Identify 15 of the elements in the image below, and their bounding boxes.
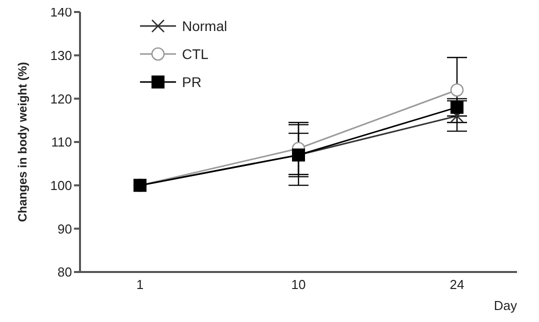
x-tick-label: 1 xyxy=(136,277,144,292)
x-axis-title: Day xyxy=(494,298,518,313)
y-tick-label: 80 xyxy=(58,264,72,280)
legend-label: CTL xyxy=(182,46,209,62)
y-tick-label: 90 xyxy=(58,221,72,236)
y-tick-label: 130 xyxy=(50,48,72,63)
y-tick-label: 100 xyxy=(50,178,72,193)
y-tick-label: 110 xyxy=(51,134,72,150)
legend-label: Normal xyxy=(182,18,228,34)
y-axis-title: Changes in body weight (%) xyxy=(15,62,30,222)
x-tick-label: 10 xyxy=(291,277,306,292)
legend-label: PR xyxy=(182,74,202,90)
y-tick-label: 120 xyxy=(50,91,72,106)
x-tick-label: 24 xyxy=(450,277,464,292)
point xyxy=(450,83,464,97)
